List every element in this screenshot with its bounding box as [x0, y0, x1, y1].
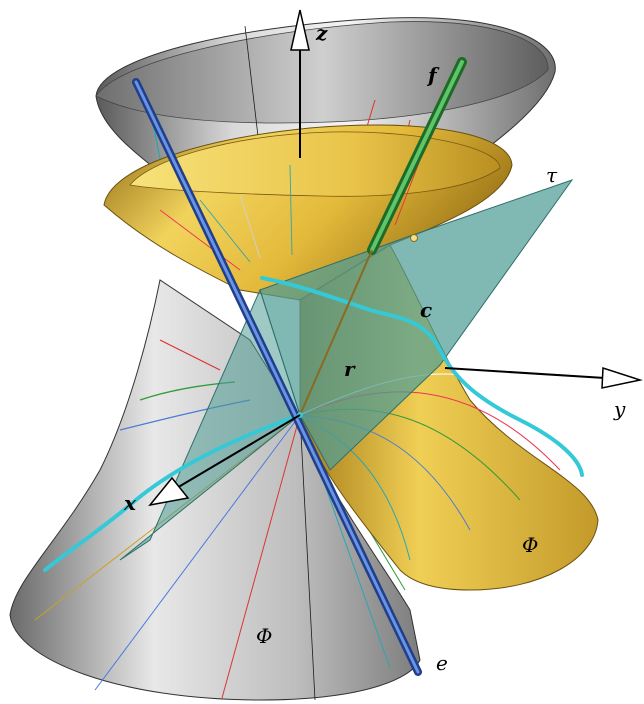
label-z: z	[315, 21, 328, 45]
line-f	[299, 57, 467, 416]
y-axis	[444, 366, 643, 389]
x-axis	[148, 414, 301, 507]
label-tau: τ	[546, 163, 558, 187]
label-phi-right: Φ	[522, 533, 538, 557]
label-phi-bottom: Φ	[256, 624, 272, 648]
label-y: y	[613, 397, 626, 421]
curve-c	[43, 276, 584, 572]
label-r: r	[344, 357, 356, 381]
axis-e	[132, 78, 422, 676]
label-x: x	[123, 491, 137, 515]
label-c: c	[420, 298, 432, 322]
label-e: e	[436, 651, 448, 675]
point-top	[410, 234, 418, 242]
label-f: f	[426, 63, 440, 87]
z-axis	[290, 9, 310, 158]
